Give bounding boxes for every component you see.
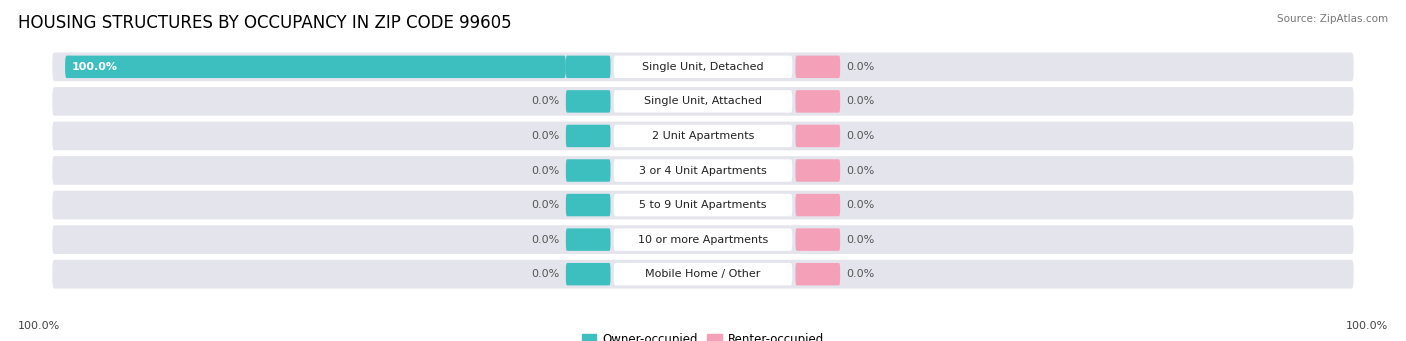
Text: 0.0%: 0.0%: [846, 235, 875, 244]
Text: 0.0%: 0.0%: [531, 235, 560, 244]
FancyBboxPatch shape: [565, 159, 610, 182]
Text: 0.0%: 0.0%: [846, 269, 875, 279]
Text: 0.0%: 0.0%: [531, 165, 560, 176]
FancyBboxPatch shape: [613, 159, 793, 182]
Text: 100.0%: 100.0%: [1346, 321, 1388, 331]
Text: HOUSING STRUCTURES BY OCCUPANCY IN ZIP CODE 99605: HOUSING STRUCTURES BY OCCUPANCY IN ZIP C…: [18, 14, 512, 32]
FancyBboxPatch shape: [613, 56, 793, 78]
Text: 3 or 4 Unit Apartments: 3 or 4 Unit Apartments: [640, 165, 766, 176]
FancyBboxPatch shape: [565, 263, 610, 285]
FancyBboxPatch shape: [613, 263, 793, 285]
Text: 100.0%: 100.0%: [18, 321, 60, 331]
FancyBboxPatch shape: [52, 156, 1354, 185]
FancyBboxPatch shape: [52, 260, 1354, 288]
Text: 0.0%: 0.0%: [846, 200, 875, 210]
Text: Single Unit, Detached: Single Unit, Detached: [643, 62, 763, 72]
FancyBboxPatch shape: [65, 56, 565, 78]
Text: 100.0%: 100.0%: [72, 62, 118, 72]
FancyBboxPatch shape: [796, 228, 841, 251]
FancyBboxPatch shape: [52, 225, 1354, 254]
Text: Mobile Home / Other: Mobile Home / Other: [645, 269, 761, 279]
FancyBboxPatch shape: [613, 194, 793, 216]
FancyBboxPatch shape: [565, 90, 610, 113]
Text: Single Unit, Attached: Single Unit, Attached: [644, 97, 762, 106]
FancyBboxPatch shape: [565, 56, 610, 78]
FancyBboxPatch shape: [796, 263, 841, 285]
Text: 0.0%: 0.0%: [531, 200, 560, 210]
FancyBboxPatch shape: [796, 90, 841, 113]
FancyBboxPatch shape: [565, 125, 610, 147]
Legend: Owner-occupied, Renter-occupied: Owner-occupied, Renter-occupied: [578, 329, 828, 341]
Text: 0.0%: 0.0%: [531, 131, 560, 141]
FancyBboxPatch shape: [565, 228, 610, 251]
FancyBboxPatch shape: [796, 125, 841, 147]
Text: 10 or more Apartments: 10 or more Apartments: [638, 235, 768, 244]
FancyBboxPatch shape: [613, 125, 793, 147]
FancyBboxPatch shape: [565, 194, 610, 216]
Text: 0.0%: 0.0%: [846, 131, 875, 141]
Text: Source: ZipAtlas.com: Source: ZipAtlas.com: [1277, 14, 1388, 24]
Text: 0.0%: 0.0%: [846, 165, 875, 176]
FancyBboxPatch shape: [613, 228, 793, 251]
Text: 2 Unit Apartments: 2 Unit Apartments: [652, 131, 754, 141]
Text: 0.0%: 0.0%: [846, 62, 875, 72]
Text: 0.0%: 0.0%: [531, 97, 560, 106]
FancyBboxPatch shape: [52, 191, 1354, 219]
FancyBboxPatch shape: [796, 194, 841, 216]
FancyBboxPatch shape: [52, 122, 1354, 150]
FancyBboxPatch shape: [796, 159, 841, 182]
FancyBboxPatch shape: [613, 90, 793, 113]
Text: 0.0%: 0.0%: [846, 97, 875, 106]
Text: 5 to 9 Unit Apartments: 5 to 9 Unit Apartments: [640, 200, 766, 210]
FancyBboxPatch shape: [52, 87, 1354, 116]
FancyBboxPatch shape: [52, 53, 1354, 81]
Text: 0.0%: 0.0%: [531, 269, 560, 279]
FancyBboxPatch shape: [796, 56, 841, 78]
